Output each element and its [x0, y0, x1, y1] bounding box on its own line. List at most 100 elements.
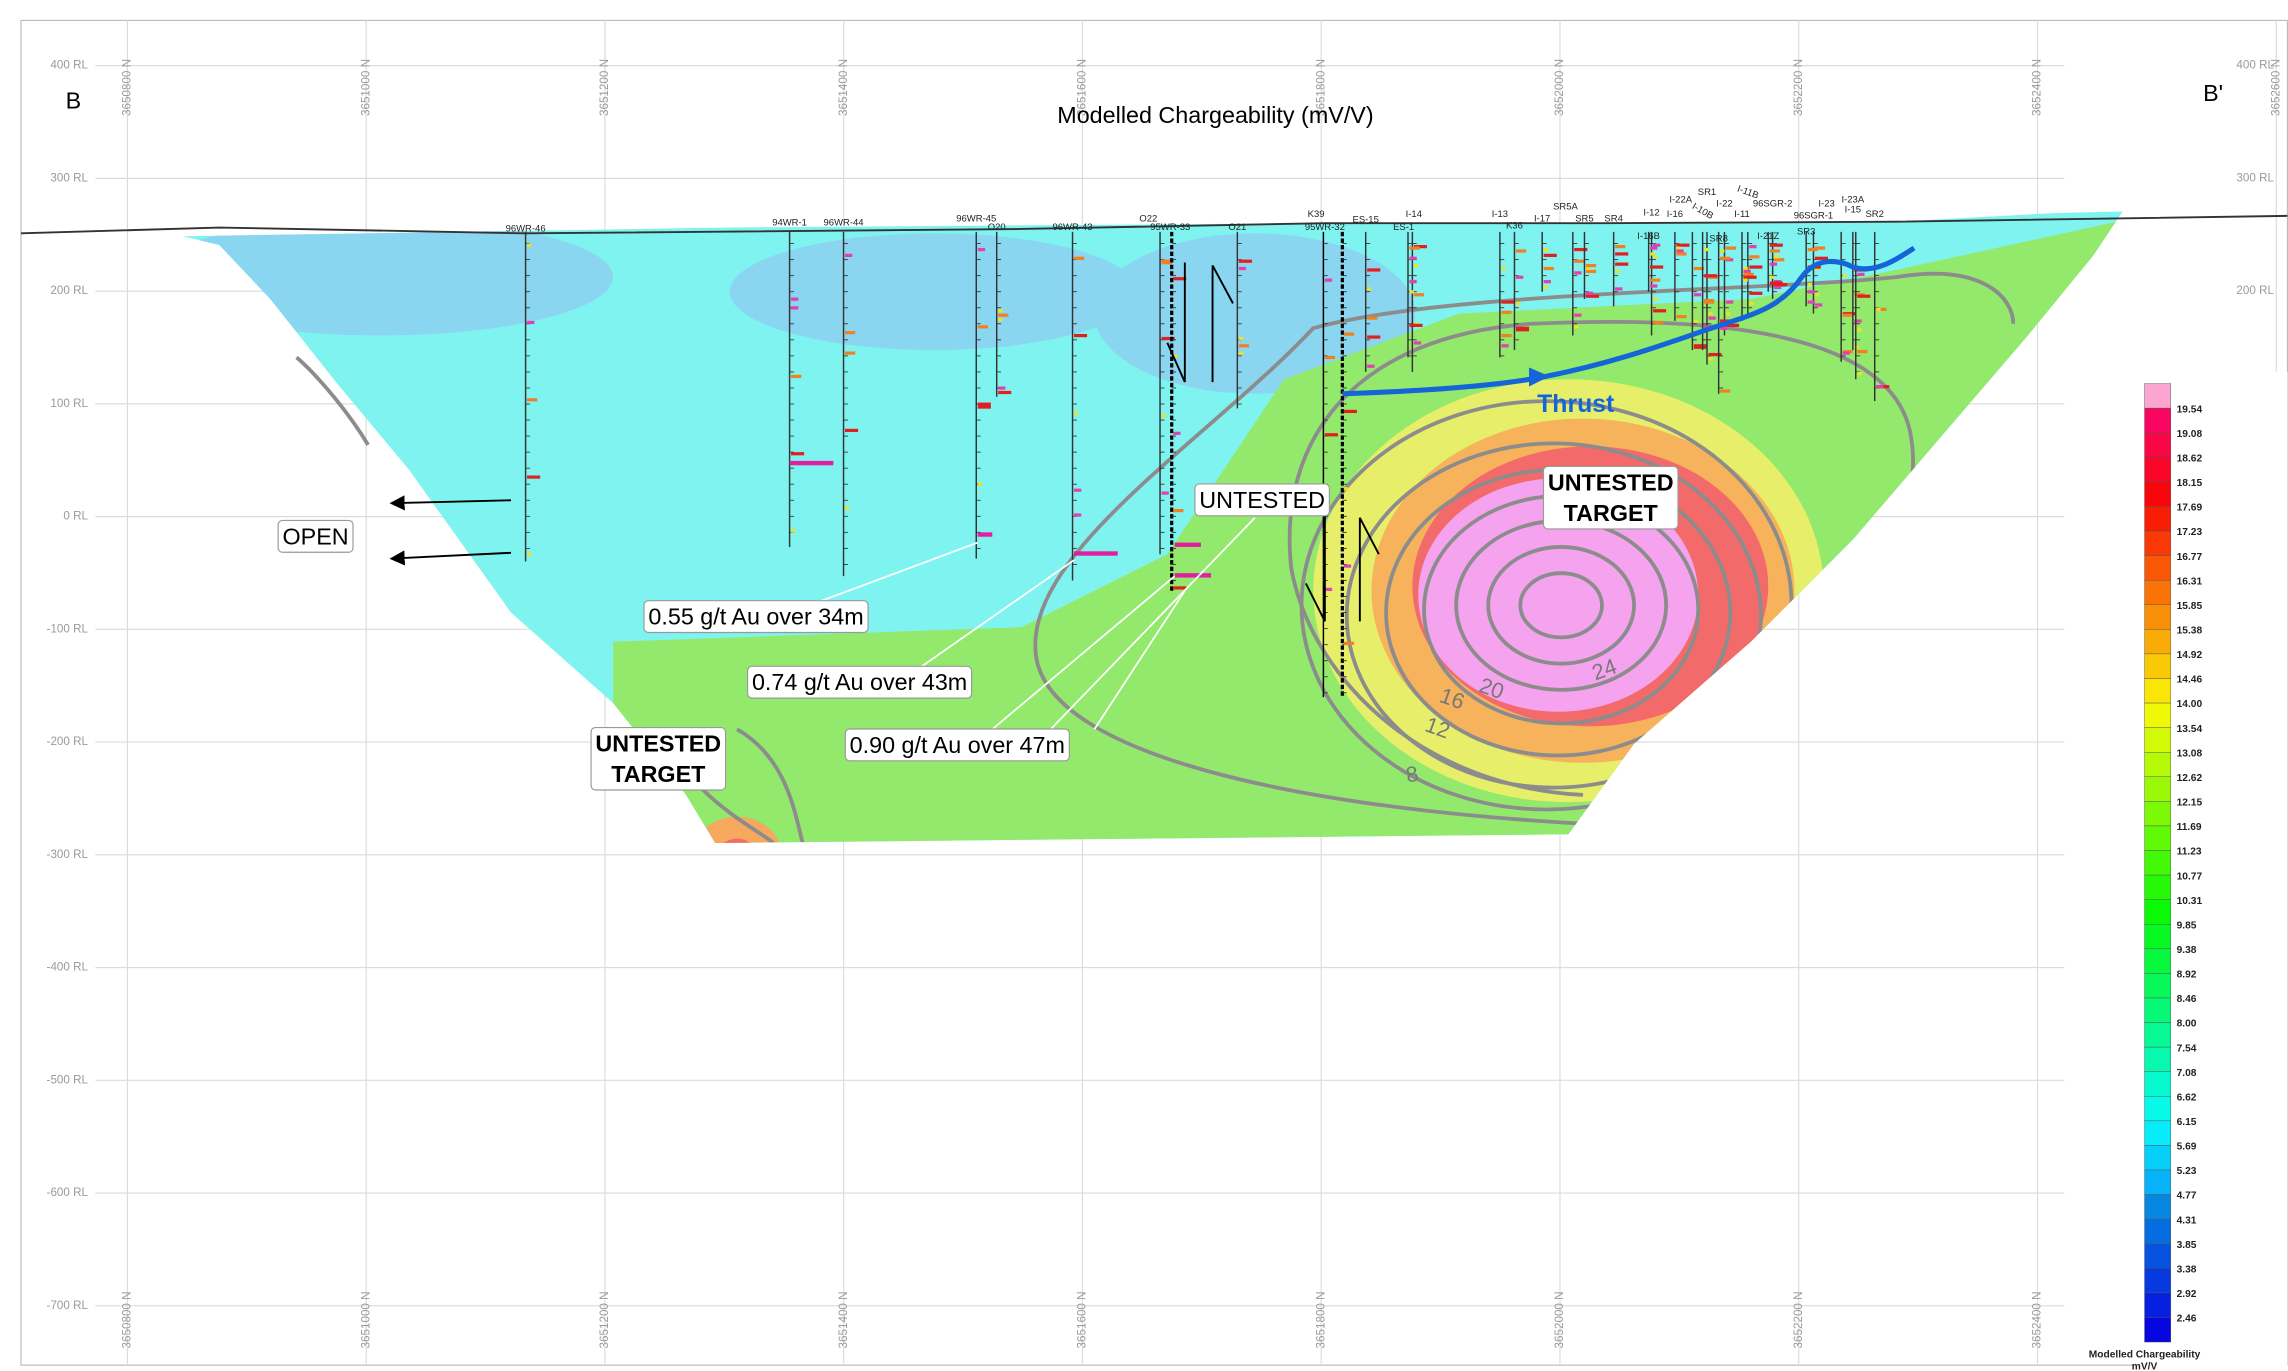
assay	[1324, 278, 1333, 282]
legend-swatch	[2144, 948, 2172, 974]
annotation-text: TARGET	[611, 761, 705, 787]
assay	[1708, 357, 1713, 361]
assay	[1367, 335, 1381, 339]
drillhole-label: K39	[1308, 209, 1325, 220]
assay	[1161, 336, 1175, 341]
fault	[1358, 517, 1380, 622]
legend-value: 18.15	[2177, 478, 2203, 489]
elevation-label: -100 RL	[47, 622, 89, 635]
elevation-label: -500 RL	[47, 1073, 89, 1086]
legend-swatch	[2144, 457, 2172, 483]
annotation: OPEN	[277, 519, 354, 553]
northing-label: 3652600 N	[2269, 59, 2282, 116]
fault	[1305, 503, 1326, 622]
assay	[1585, 269, 1597, 274]
contour-label: 8	[1404, 761, 1420, 788]
annotation: 0.90 g/t Au over 47m	[844, 728, 1070, 762]
assay	[1653, 243, 1661, 247]
drillhole-label: SR3	[1797, 226, 1815, 237]
assay	[1343, 564, 1352, 568]
contour	[1033, 271, 2016, 826]
drillhole-label: O22	[1139, 213, 1157, 224]
assay	[1769, 249, 1780, 253]
legend-value: 4.77	[2177, 1191, 2197, 1202]
assay	[1807, 300, 1815, 304]
assay	[1676, 243, 1690, 247]
drillhole-label: I-12	[1643, 207, 1659, 218]
assay	[1650, 278, 1661, 282]
legend-swatch	[2144, 825, 2172, 851]
assay	[845, 253, 853, 257]
assay	[1073, 411, 1079, 415]
drillhole-label: I-10B	[1690, 201, 1715, 222]
assay	[1413, 263, 1419, 268]
topography	[20, 214, 2288, 235]
assay	[1842, 274, 1848, 278]
legend-swatch	[2144, 555, 2172, 581]
legend-value: 10.77	[2177, 871, 2203, 882]
assay	[1814, 293, 1820, 297]
assay	[1343, 332, 1355, 336]
assay	[1515, 326, 1530, 330]
assay	[1704, 274, 1718, 278]
legend-value: 19.54	[2177, 404, 2203, 415]
assay	[1585, 291, 1594, 295]
legend-value: 8.00	[2177, 1019, 2197, 1030]
legend-swatch	[2144, 432, 2172, 458]
assay	[1857, 272, 1865, 276]
legend-swatch	[2144, 1243, 2172, 1269]
drillhole-label: I-22A	[1669, 194, 1692, 205]
assay	[998, 313, 1009, 317]
assay	[1720, 249, 1725, 253]
legend-swatch	[2144, 629, 2172, 655]
assay	[1708, 316, 1716, 320]
fault	[1166, 262, 1186, 383]
assay	[1693, 344, 1707, 348]
assay	[1769, 281, 1783, 285]
thrust-label: Thrust	[1537, 391, 1614, 418]
assay	[1367, 268, 1381, 272]
legend-swatch	[2144, 850, 2172, 876]
legend: 19.54 19.08 18.62 18.15 17.69 17.23 16.77 16.31…	[2089, 371, 2288, 1371]
legend-swatch	[2144, 776, 2172, 802]
assay	[1238, 266, 1247, 271]
legend-value: 3.85	[2177, 1240, 2197, 1251]
legend-value: 6.15	[2177, 1117, 2197, 1128]
legend-swatch	[2144, 801, 2172, 827]
legend-swatch	[2144, 899, 2172, 925]
assay	[1774, 285, 1782, 290]
leaders	[816, 517, 1256, 730]
drillhole-label: 96WR-43	[1053, 222, 1093, 233]
annotation: 0.55 g/t Au over 34m	[643, 600, 869, 634]
drillhole-label: 94WR-1	[772, 218, 807, 229]
annotation-text: TARGET	[1564, 500, 1658, 526]
northing-label: 3651200 N	[598, 59, 611, 116]
annotation-box	[746, 665, 973, 699]
legend-swatch	[2144, 1120, 2172, 1146]
drillhole-label: ES-1	[1393, 222, 1414, 233]
elevation-label: -600 RL	[47, 1186, 89, 1199]
assay	[1543, 253, 1557, 257]
assay	[845, 506, 850, 510]
assay	[1650, 252, 1655, 256]
assay	[1367, 316, 1378, 320]
assay	[1743, 266, 1748, 271]
assay	[1720, 256, 1731, 260]
drillhole-label: 96WR-44	[824, 218, 864, 229]
assay	[1653, 255, 1658, 259]
drillhole-label: ES-15	[1353, 215, 1379, 226]
annotation-box	[1194, 483, 1330, 517]
assay	[1615, 245, 1626, 249]
assay	[1693, 293, 1702, 297]
assay	[1324, 433, 1338, 437]
assay	[1515, 301, 1521, 306]
legend-value: 15.85	[2177, 601, 2203, 612]
assay	[1585, 263, 1597, 268]
annotation: UNTESTED TARGET	[1542, 465, 1679, 530]
legend-value: 11.23	[2177, 847, 2202, 858]
assay	[977, 482, 983, 486]
legend-value: 5.69	[2177, 1142, 2197, 1153]
legend-value: 14.92	[2177, 650, 2203, 661]
assay	[1238, 259, 1252, 263]
annotation-text: UNTESTED	[1199, 487, 1325, 513]
